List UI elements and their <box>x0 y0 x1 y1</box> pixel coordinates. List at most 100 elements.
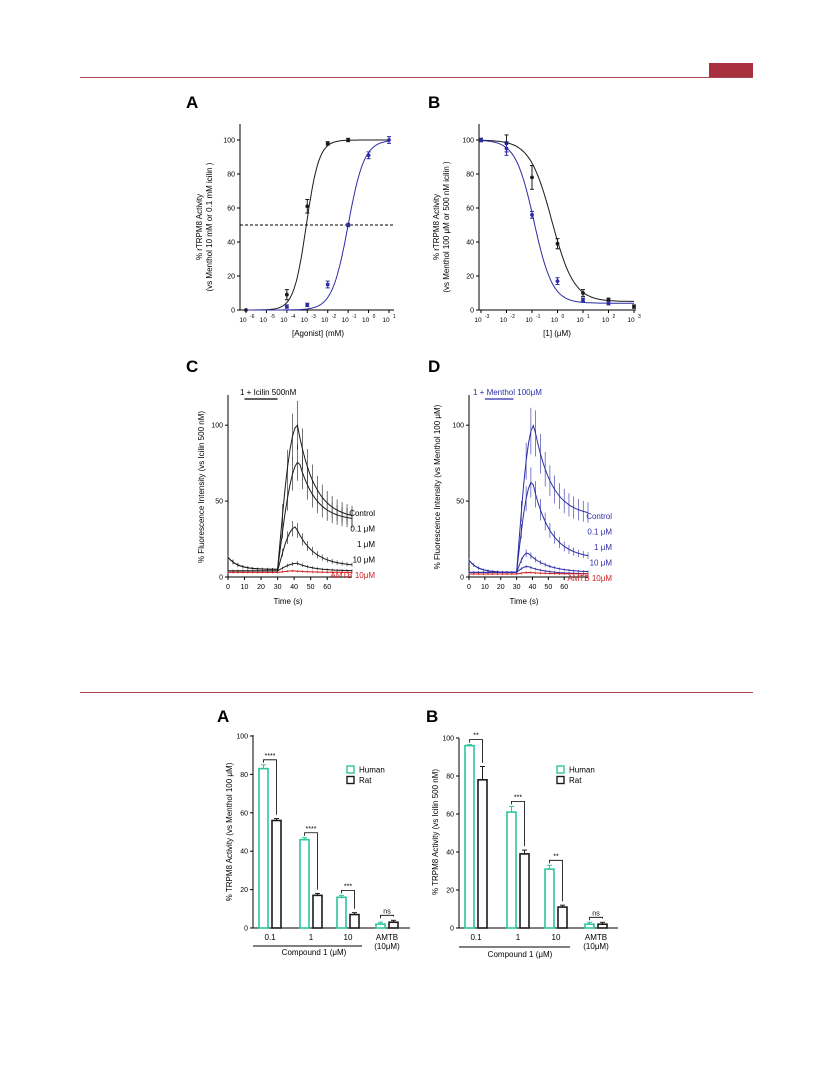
bar-human <box>584 923 595 929</box>
data-point-black <box>530 175 534 180</box>
data-point-black <box>346 138 351 142</box>
significance-label: **** <box>265 753 276 760</box>
y-tick-label: 0 <box>219 575 223 582</box>
category-label: 0.1 <box>470 933 482 942</box>
bar-panel-b-compound-label: Compound 1 (μM) <box>488 950 553 959</box>
significance-bracket <box>469 739 483 763</box>
x-tick-exponent: 2 <box>613 314 616 320</box>
data-point-blue <box>555 279 560 283</box>
x-tick-exponent: 1 <box>393 314 396 320</box>
x-tick-label: 30 <box>513 584 521 591</box>
significance-label: ** <box>553 853 559 860</box>
x-tick-label: 50 <box>307 584 315 591</box>
panel-c: C % Fluorescence Intensity (vs Icilin 50… <box>186 357 375 606</box>
x-tick-exponent: -3 <box>311 314 316 320</box>
legend-entry: Control <box>349 509 375 518</box>
data-point-black <box>305 204 310 209</box>
significance-label: ns <box>592 910 600 917</box>
y-tick-label: 0 <box>460 575 464 582</box>
category-label: 1 <box>309 933 314 942</box>
x-tick-label: 40 <box>290 584 298 591</box>
x-tick-label: 10 <box>525 317 533 324</box>
x-tick-exponent: 0 <box>373 314 376 320</box>
significance-label: ns <box>383 908 391 915</box>
data-point-blue <box>325 282 330 287</box>
panel-b-ylabel-1: % rTRPM8 Activity <box>432 194 441 260</box>
category-sublabel: (10μM) <box>583 942 609 951</box>
y-tick-label: 0 <box>244 926 248 933</box>
legend-label: Human <box>569 766 595 775</box>
significance-bracket <box>380 914 394 919</box>
x-tick-label: 10 <box>280 317 288 324</box>
category-label: 10 <box>344 933 353 942</box>
panel-letter-b: B <box>428 93 440 112</box>
y-tick-label: 100 <box>211 423 223 430</box>
legend-label: Rat <box>569 776 582 785</box>
y-tick-label: 50 <box>456 499 464 506</box>
x-tick-label: 10 <box>239 317 247 324</box>
x-tick-label: 10 <box>301 317 309 324</box>
data-point-black <box>581 291 585 295</box>
x-tick-label: 10 <box>362 317 370 324</box>
trace-4 <box>228 562 352 572</box>
panel-c-ylabel: % Fluorescence Intensity (vs Icilin 500 … <box>197 411 206 563</box>
data-point-blue <box>387 138 391 142</box>
legend-entry: 10 μM <box>590 559 613 568</box>
bar-panel-a: A % TRPM8 Activity (vs Menthol 100 μM) C… <box>217 707 410 957</box>
category-label: 0.1 <box>264 933 276 942</box>
panel-letter-c: C <box>186 357 198 376</box>
legend-swatch-human <box>346 765 355 774</box>
legend-entry: AMTB 10μM <box>567 574 612 583</box>
legend-entry: 1 μM <box>594 543 612 552</box>
x-tick-label: 10 <box>481 584 489 591</box>
data-point-black <box>555 241 560 246</box>
panel-a-ylabel-2: (vs Menthol 10 mM or 0.1 mM icilin ) <box>205 162 214 291</box>
y-tick-label: 0 <box>470 308 474 315</box>
significance-bracket <box>511 801 525 847</box>
panel-letter-a: A <box>186 93 198 112</box>
significance-label: *** <box>344 883 352 890</box>
significance-bracket <box>341 889 355 909</box>
trace-1 <box>227 424 353 570</box>
legend-swatch-rat <box>556 775 565 785</box>
y-tick-label: 60 <box>240 810 248 817</box>
x-tick-label: 10 <box>500 317 508 324</box>
panel-d-xlabel: Time (s) <box>509 597 538 606</box>
panel-a-xlabel: [Agonist] (mM) <box>292 329 344 338</box>
significance-label: **** <box>306 826 317 833</box>
bar-human <box>464 744 475 929</box>
trace-5 <box>228 570 352 573</box>
x-tick-label: 10 <box>602 317 610 324</box>
x-tick-label: 30 <box>274 584 282 591</box>
bar-human <box>544 868 555 929</box>
data-point-blue <box>346 223 351 227</box>
significance-bracket <box>549 859 563 902</box>
bar-panel-letter-a: A <box>217 707 229 726</box>
x-tick-exponent: -3 <box>485 314 490 320</box>
data-point-blue <box>479 138 483 142</box>
legend-label: Rat <box>359 776 372 785</box>
bar-panel-b: B % TRPM8 Activity (vs Icilin 500 nM) Co… <box>426 707 618 959</box>
legend-entry: Control <box>586 512 612 521</box>
trace-5 <box>469 571 588 575</box>
y-tick-label: 40 <box>240 849 248 856</box>
x-tick-label: 10 <box>474 317 482 324</box>
significance-bracket <box>304 832 318 890</box>
x-tick-exponent: -5 <box>270 314 275 320</box>
significance-label: *** <box>514 794 522 801</box>
panel-c-bar-label: 1 + Icilin 500nM <box>240 388 297 397</box>
data-point-blue <box>305 303 310 307</box>
y-tick-label: 40 <box>446 850 454 857</box>
legend-entry: 0.1 μM <box>350 525 375 534</box>
y-tick-label: 40 <box>227 240 235 247</box>
y-tick-label: 80 <box>446 774 454 781</box>
y-tick-label: 100 <box>462 138 474 145</box>
y-tick-label: 0 <box>231 308 235 315</box>
panel-a-ylabel-1: % rTRPM8 Activity <box>195 194 204 260</box>
x-tick-exponent: 3 <box>638 314 641 320</box>
significance-bracket <box>263 759 277 815</box>
y-tick-label: 100 <box>223 138 235 145</box>
x-tick-exponent: -1 <box>536 314 541 320</box>
significance-bracket <box>589 916 603 921</box>
